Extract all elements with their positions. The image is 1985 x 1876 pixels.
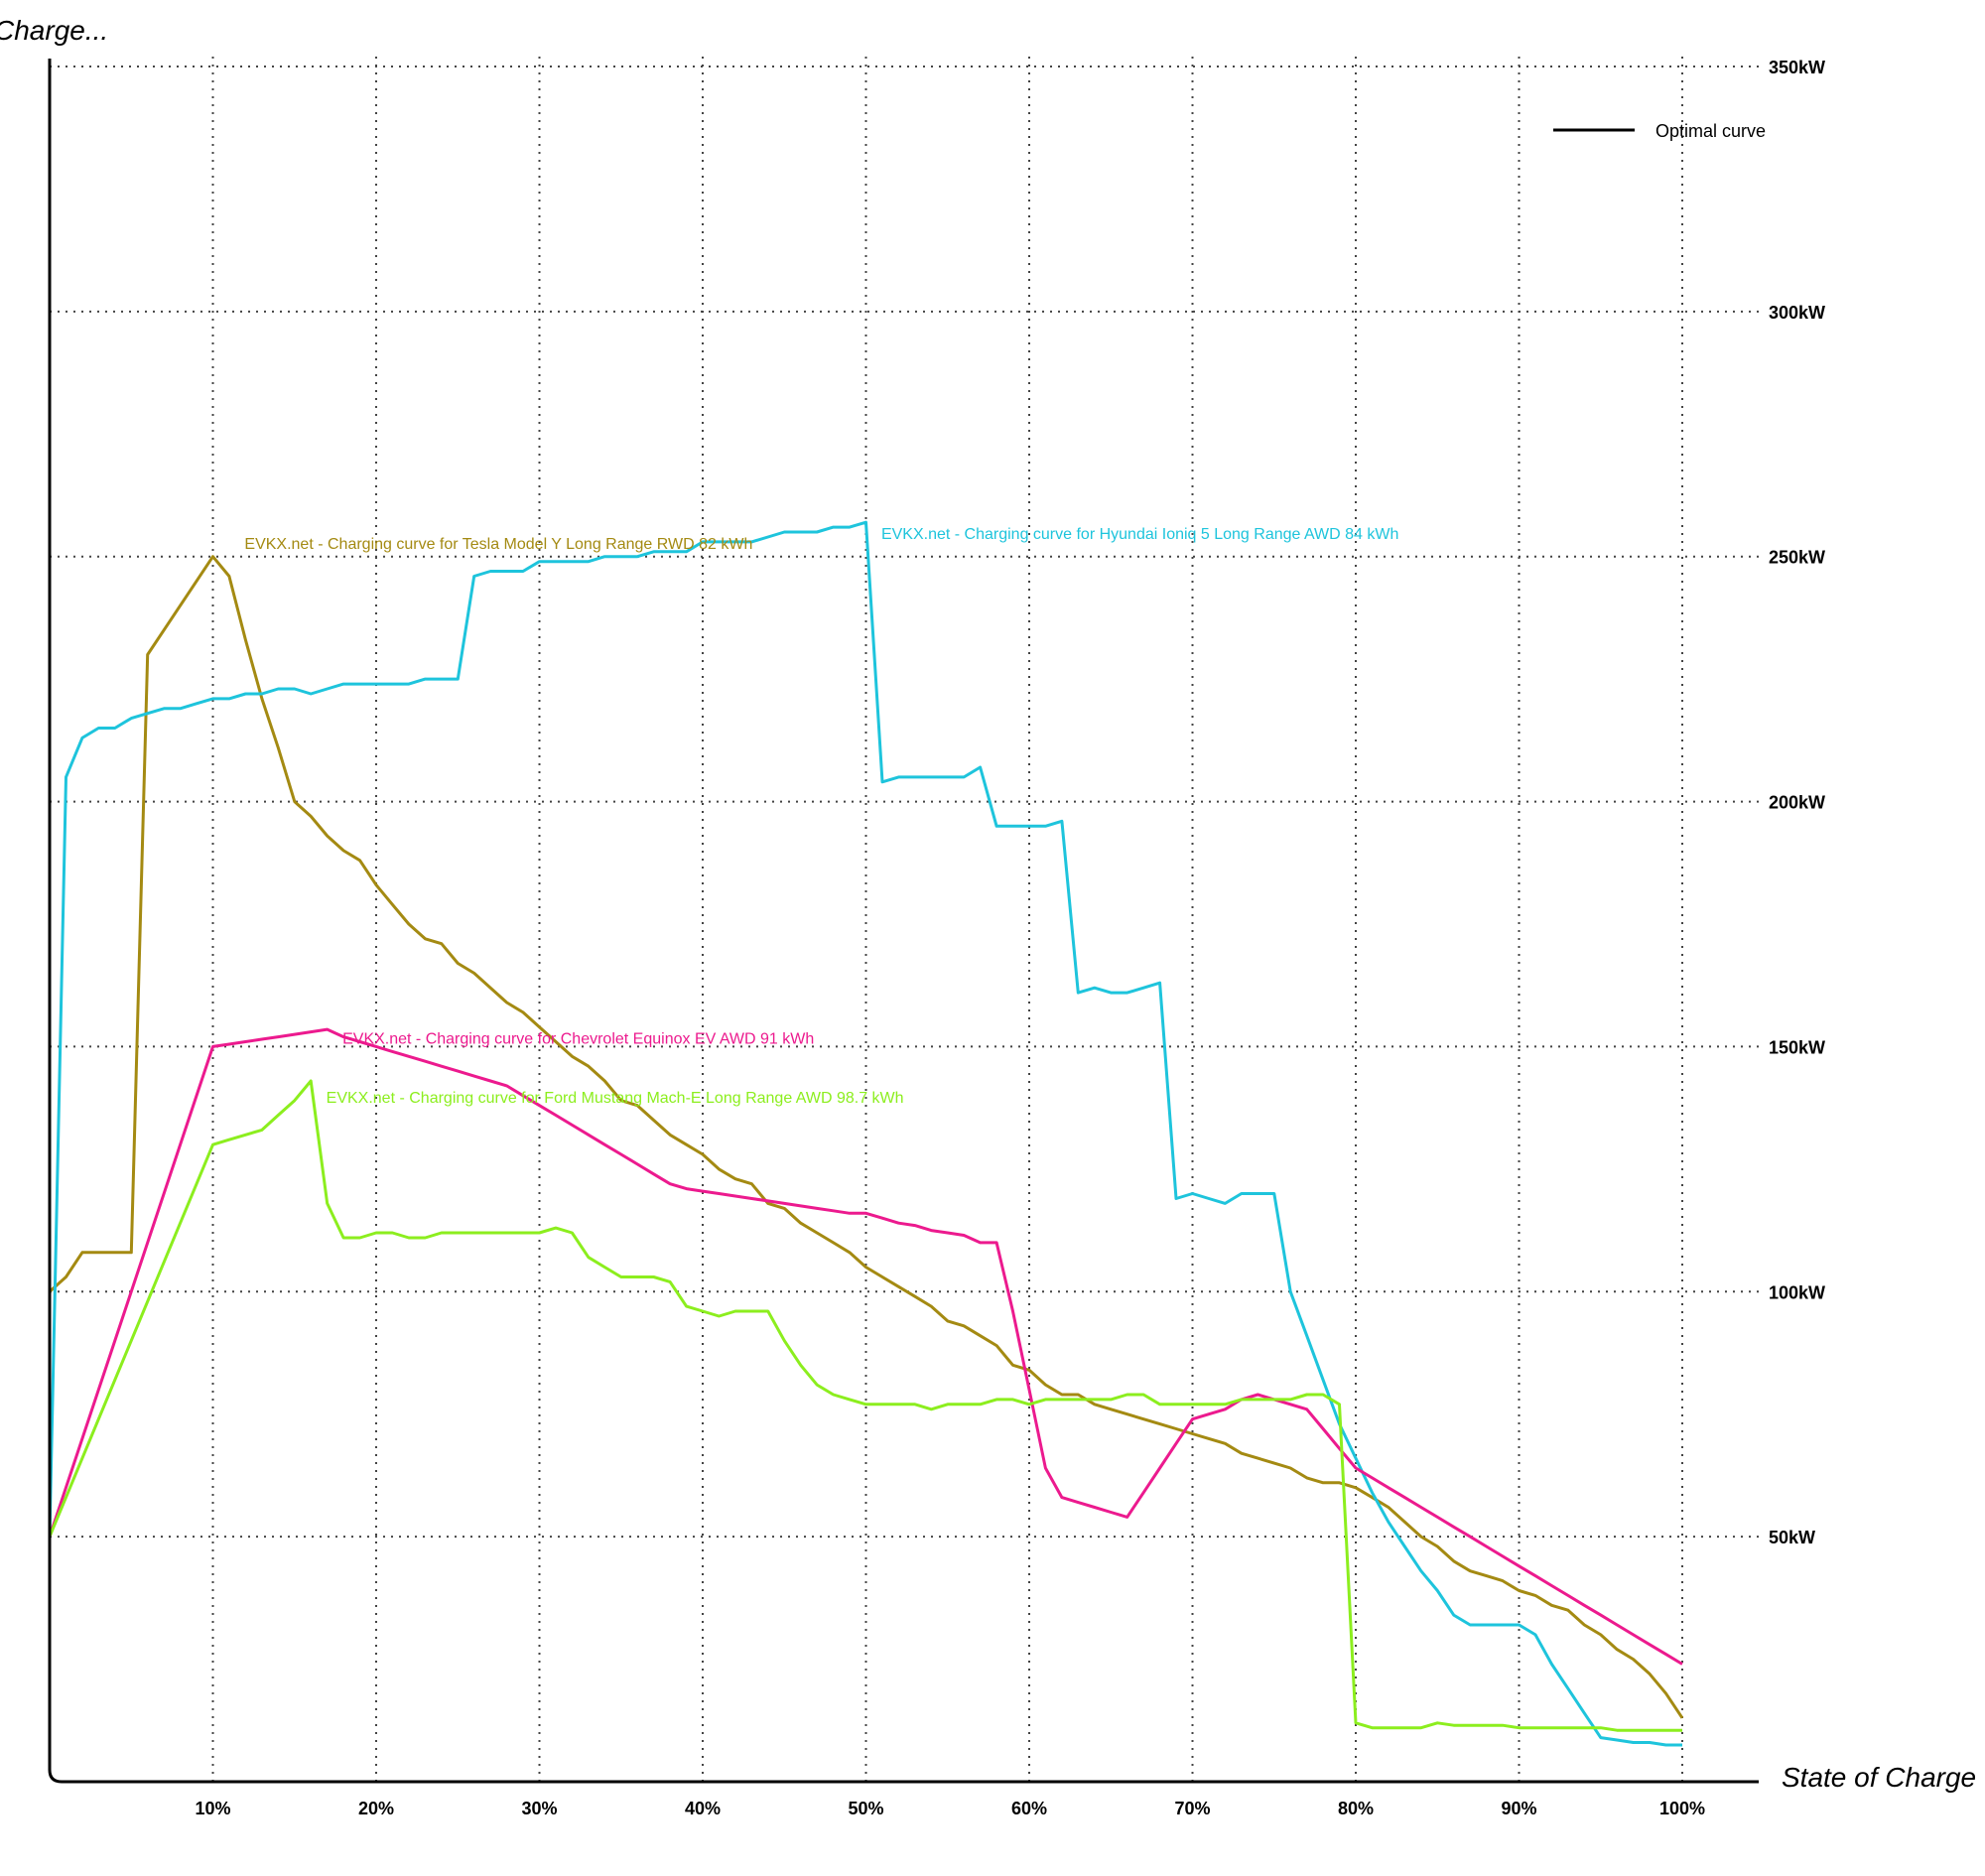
x-tick-label: 10% <box>195 1799 230 1818</box>
series-lines <box>48 520 1684 1747</box>
series-label-3: EVKX.net - Charging curve for Ford Musta… <box>327 1090 904 1107</box>
y-axis-title: Charge... <box>0 15 108 46</box>
x-tick-label: 60% <box>1011 1799 1047 1818</box>
axes <box>48 59 1759 1784</box>
x-axis-title: State of Charge <box>1782 1762 1976 1793</box>
y-tick-label: 150kW <box>1769 1037 1825 1057</box>
y-tick-label: 350kW <box>1769 58 1825 77</box>
x-tick-label: 90% <box>1501 1799 1536 1818</box>
x-tick-label: 70% <box>1174 1799 1210 1818</box>
y-tick-label: 200kW <box>1769 793 1825 813</box>
x-tick-label: 50% <box>848 1799 883 1818</box>
series-labels: EVKX.net - Charging curve for Tesla Mode… <box>244 526 1398 1107</box>
x-tick-label: 30% <box>521 1799 557 1818</box>
x-tick-label: 100% <box>1659 1799 1705 1818</box>
x-tick-label: 40% <box>685 1799 721 1818</box>
x-tick-label: 20% <box>358 1799 394 1818</box>
y-tick-label: 50kW <box>1769 1528 1815 1547</box>
grid-lines <box>50 57 1762 1782</box>
series-label-2: EVKX.net - Charging curve for Chevrolet … <box>342 1031 814 1048</box>
series-label-1: EVKX.net - Charging curve for Hyundai Io… <box>881 526 1398 543</box>
y-tick-label: 100kW <box>1769 1282 1825 1302</box>
y-tick-label: 300kW <box>1769 303 1825 323</box>
series-line-1 <box>48 520 1682 1747</box>
series-line-2 <box>48 1027 1683 1666</box>
axis-line <box>48 59 1759 1784</box>
x-tick-labels: 10% 20% 30% 40% 50% 60% 70% 80% 90% 100% <box>195 1799 1705 1818</box>
legend-label-optimal-curve: Optimal curve <box>1655 121 1766 141</box>
y-tick-label: 250kW <box>1769 548 1825 568</box>
series-label-0: EVKX.net - Charging curve for Tesla Mode… <box>244 536 752 553</box>
series-line-0 <box>48 555 1684 1719</box>
x-tick-label: 80% <box>1338 1799 1374 1818</box>
series-line-3 <box>48 1079 1682 1732</box>
legend[interactable]: Optimal curve <box>1553 121 1766 141</box>
y-tick-labels: 50kW 100kW 150kW 200kW 250kW 300kW 350kW <box>1769 58 1825 1547</box>
